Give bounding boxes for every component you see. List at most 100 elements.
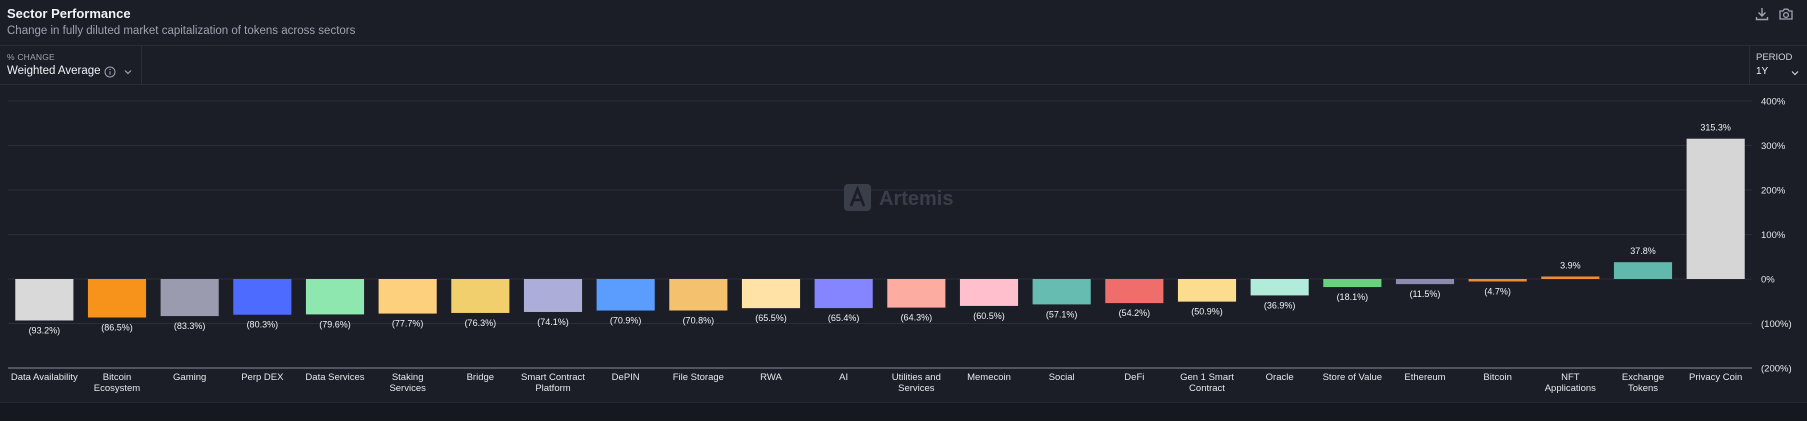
data-label: (76.3%) bbox=[465, 318, 497, 328]
bar[interactable] bbox=[378, 279, 437, 314]
x-tick-label: Privacy Coin bbox=[1689, 372, 1742, 383]
bar[interactable] bbox=[87, 279, 147, 318]
bar[interactable] bbox=[1613, 262, 1673, 279]
data-label: (65.5%) bbox=[755, 313, 787, 323]
x-tick-label: Smart Contract bbox=[521, 372, 585, 383]
y-axis: 400% 300% 200% 100% 0% (100%) (200%) bbox=[1761, 97, 1792, 375]
y-tick-label: (100%) bbox=[1761, 319, 1792, 330]
period-value[interactable]: 1Y bbox=[1756, 66, 1769, 77]
x-tick-label: Data Availability bbox=[11, 372, 78, 383]
change-selector[interactable]: % CHANGE Weighted Average bbox=[0, 46, 142, 84]
bar[interactable] bbox=[160, 279, 219, 317]
watermark: Artemis bbox=[844, 184, 953, 211]
x-tick-label: Perp DEX bbox=[241, 372, 284, 383]
data-label: 37.8% bbox=[1630, 246, 1656, 256]
bar[interactable] bbox=[305, 279, 365, 315]
x-tick-label: NFT bbox=[1561, 372, 1580, 383]
bar[interactable] bbox=[1395, 279, 1455, 285]
x-tick-label: Memecoin bbox=[967, 372, 1011, 383]
data-label: (77.7%) bbox=[392, 319, 424, 329]
bar[interactable] bbox=[1686, 138, 1745, 279]
x-tick-label: Applications bbox=[1545, 383, 1596, 394]
x-tick-label: Utilities and bbox=[892, 372, 941, 383]
footer-bar bbox=[0, 402, 1807, 421]
change-value[interactable]: Weighted Average bbox=[7, 65, 101, 77]
data-label: (70.8%) bbox=[683, 316, 715, 326]
bar[interactable] bbox=[233, 279, 292, 315]
bar[interactable] bbox=[523, 279, 583, 312]
x-tick-label: RWA bbox=[760, 372, 782, 383]
y-tick-label: 300% bbox=[1761, 141, 1786, 152]
data-label: (65.4%) bbox=[828, 313, 860, 323]
x-tick-label: Services bbox=[898, 383, 935, 394]
bar[interactable] bbox=[1250, 279, 1309, 296]
data-label: (70.9%) bbox=[610, 316, 642, 326]
bar[interactable] bbox=[1468, 279, 1527, 282]
x-tick-label: DeFi bbox=[1124, 372, 1144, 383]
x-tick-label: Platform bbox=[535, 383, 570, 394]
x-tick-label: File Storage bbox=[673, 372, 724, 383]
bar[interactable] bbox=[1032, 279, 1091, 305]
chart-header: Sector Performance Change in fully dilut… bbox=[0, 0, 1807, 46]
period-selector[interactable]: PERIOD 1Y bbox=[1749, 46, 1807, 84]
y-tick-label: 100% bbox=[1761, 230, 1786, 241]
x-tick-label: Bitcoin bbox=[1483, 372, 1512, 383]
y-tick-label: 400% bbox=[1761, 97, 1786, 108]
x-tick-label: AI bbox=[839, 372, 848, 383]
page-subtitle: Change in fully diluted market capitaliz… bbox=[7, 25, 356, 37]
bar[interactable] bbox=[596, 279, 655, 311]
x-tick-label: Staking bbox=[392, 372, 424, 383]
bar[interactable] bbox=[451, 279, 510, 313]
x-tick-label: Store of Value bbox=[1323, 372, 1383, 383]
bar[interactable] bbox=[1177, 279, 1237, 302]
bar[interactable] bbox=[959, 279, 1019, 306]
data-label: (54.2%) bbox=[1119, 308, 1151, 318]
x-tick-label: Bridge bbox=[467, 372, 494, 383]
data-label: (86.5%) bbox=[101, 322, 133, 332]
x-tick-label: Ecosystem bbox=[94, 383, 141, 394]
data-label: (79.6%) bbox=[319, 319, 351, 329]
bar[interactable] bbox=[669, 279, 728, 311]
data-label: (4.7%) bbox=[1484, 287, 1511, 297]
data-label: (11.5%) bbox=[1410, 289, 1441, 299]
x-tick-label: Data Services bbox=[305, 372, 364, 383]
camera-icon[interactable] bbox=[1778, 6, 1794, 22]
x-tick-label: Bitcoin bbox=[103, 372, 132, 383]
page-title: Sector Performance bbox=[7, 6, 131, 21]
x-tick-label: Gen 1 Smart bbox=[1180, 372, 1234, 383]
data-label: (60.5%) bbox=[973, 311, 1005, 321]
data-label: 3.9% bbox=[1560, 261, 1581, 271]
grid-lines bbox=[8, 100, 1752, 369]
data-label: (50.9%) bbox=[1191, 307, 1223, 317]
x-tick-label: Oracle bbox=[1266, 372, 1294, 383]
data-label: (83.3%) bbox=[174, 321, 206, 331]
data-label: (93.2%) bbox=[29, 325, 61, 335]
watermark-text: Artemis bbox=[879, 188, 953, 210]
bar[interactable] bbox=[1323, 279, 1382, 288]
data-label: (74.1%) bbox=[537, 317, 569, 327]
chart-controls: % CHANGE Weighted Average PERIOD 1Y bbox=[0, 46, 1807, 85]
x-tick-label: Tokens bbox=[1628, 383, 1658, 394]
x-tick-label: Ethereum bbox=[1404, 372, 1445, 383]
info-icon[interactable] bbox=[104, 66, 116, 78]
chevron-down-icon[interactable] bbox=[123, 68, 133, 76]
bar[interactable] bbox=[1541, 276, 1600, 280]
data-label: (57.1%) bbox=[1046, 309, 1078, 319]
chevron-down-icon[interactable] bbox=[1790, 69, 1800, 77]
data-label: (18.1%) bbox=[1337, 292, 1369, 302]
x-tick-label: Gaming bbox=[173, 372, 206, 383]
x-tick-label: DePIN bbox=[612, 372, 640, 383]
x-tick-label: Exchange bbox=[1622, 372, 1664, 383]
y-tick-label: (200%) bbox=[1761, 364, 1792, 375]
bar[interactable] bbox=[15, 279, 74, 321]
change-label: % CHANGE bbox=[7, 52, 55, 62]
bar[interactable] bbox=[741, 279, 801, 309]
bar[interactable] bbox=[887, 279, 946, 308]
data-label: 315.3% bbox=[1700, 123, 1731, 133]
download-icon[interactable] bbox=[1754, 6, 1770, 22]
bar[interactable] bbox=[1105, 279, 1164, 304]
y-tick-label: 0% bbox=[1761, 275, 1775, 286]
x-tick-label: Contract bbox=[1189, 383, 1225, 394]
bar[interactable] bbox=[814, 279, 873, 309]
